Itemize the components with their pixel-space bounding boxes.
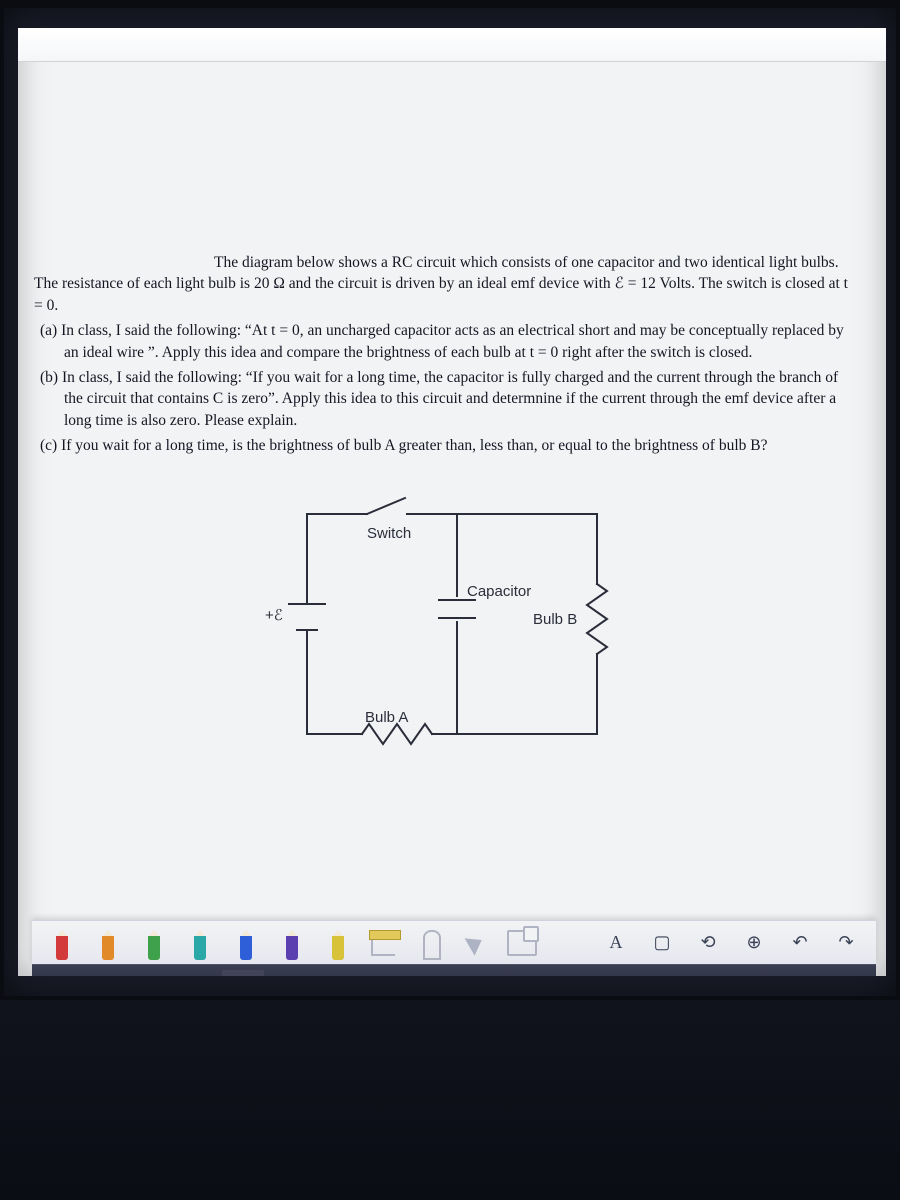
cursor-tool[interactable] bbox=[456, 926, 496, 960]
redo-button[interactable]: ↷ bbox=[826, 926, 866, 960]
label-emf: +ℰ bbox=[265, 607, 283, 624]
start-button[interactable]: ○ bbox=[38, 970, 80, 977]
pen-teal[interactable] bbox=[180, 926, 220, 960]
ruler-tool[interactable] bbox=[364, 926, 404, 960]
screen: The diagram below shows a RC circuit whi… bbox=[18, 28, 886, 976]
undo-button[interactable]: ↶ bbox=[780, 926, 820, 960]
snip-tool[interactable] bbox=[502, 926, 542, 960]
task-view-button[interactable]: ▣ i bbox=[84, 970, 126, 977]
problem-part-c: (c) If you wait for a long time, is the … bbox=[34, 435, 860, 456]
label-bulb-b: Bulb B bbox=[533, 611, 577, 628]
label-switch: Switch bbox=[367, 525, 411, 542]
shape-tool[interactable]: ▢ bbox=[642, 926, 682, 960]
taskbar-app-files[interactable]: 📁 bbox=[176, 970, 218, 977]
lasso-tool[interactable]: ⟲ bbox=[688, 926, 728, 960]
annotation-toolbar: A ▢ ⟲ ⊕ ↶ ↷ bbox=[32, 920, 876, 964]
pen-green[interactable] bbox=[134, 926, 174, 960]
pen-yellow[interactable] bbox=[318, 926, 358, 960]
taskbar-app-edge[interactable]: e bbox=[130, 970, 172, 977]
problem-part-a: (a) In class, I said the following: “At … bbox=[34, 320, 860, 363]
taskbar-app-generic-2[interactable]: 〜 bbox=[314, 970, 356, 977]
problem-lede: The diagram below shows a RC circuit whi… bbox=[34, 252, 860, 316]
taskbar-app-chrome[interactable] bbox=[222, 970, 264, 977]
taskbar-app-generic-1[interactable]: ■ bbox=[268, 970, 310, 977]
pen-purple[interactable] bbox=[272, 926, 312, 960]
desk-below-monitor bbox=[0, 1000, 900, 1200]
taskbar-paint[interactable]: 🎨 bbox=[406, 970, 448, 977]
taskbar: ○ ▣ i e 📁 ■ 〜 ⚙ 🎨 98% ⚡ bbox=[32, 964, 876, 976]
pen-orange[interactable] bbox=[88, 926, 128, 960]
clip-tool[interactable] bbox=[410, 926, 450, 960]
taskbar-settings[interactable]: ⚙ bbox=[360, 970, 402, 977]
add-tool[interactable]: ⊕ bbox=[734, 926, 774, 960]
label-bulb-a: Bulb A bbox=[365, 709, 408, 726]
document-page: The diagram below shows a RC circuit whi… bbox=[18, 62, 886, 774]
circuit-diagram: Switch Capacitor +ℰ Bulb A Bulb B bbox=[34, 484, 860, 754]
problem-part-b: (b) In class, I said the following: “If … bbox=[34, 367, 860, 431]
text-tool[interactable]: A bbox=[596, 926, 636, 960]
monitor-frame: The diagram below shows a RC circuit whi… bbox=[0, 0, 900, 1000]
window-titlebar[interactable] bbox=[18, 28, 886, 62]
pen-red[interactable] bbox=[42, 926, 82, 960]
pen-blue[interactable] bbox=[226, 926, 266, 960]
label-capacitor: Capacitor bbox=[467, 583, 531, 600]
